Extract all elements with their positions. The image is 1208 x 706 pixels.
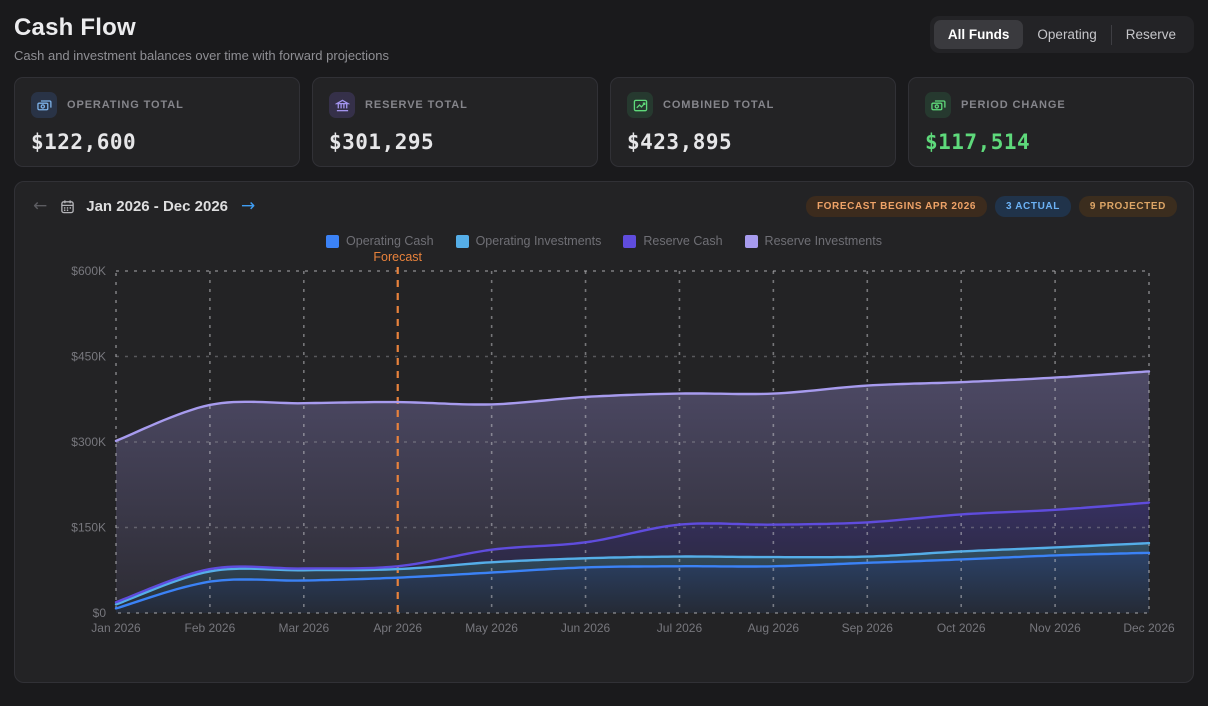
svg-text:Jan 2026: Jan 2026	[91, 621, 141, 635]
status-badges: FORECAST BEGINS APR 2026 3 ACTUAL 9 PROJ…	[805, 196, 1177, 217]
previous-period-button[interactable]: ←	[33, 196, 48, 216]
period-change-card: PERIOD CHANGE $117,514	[908, 77, 1194, 167]
next-period-button[interactable]: →	[241, 196, 256, 216]
legend-item[interactable]: Reserve Investments	[744, 233, 882, 249]
chart-area: Forecast $0 $150K $300K $450K $600K Jan 2026 Fe…	[31, 250, 1177, 654]
svg-text:$150K: $150K	[71, 521, 106, 535]
projected-count-badge: 9 PROJECTED	[1078, 196, 1177, 217]
svg-text:Jun 2026: Jun 2026	[561, 621, 611, 635]
svg-text:Feb 2026: Feb 2026	[185, 621, 236, 635]
operating-total-card: OPERATING TOTAL $122,600	[14, 77, 300, 167]
date-range-label: Jan 2026 - Dec 2026	[86, 198, 229, 215]
legend-item[interactable]: Operating Cash	[326, 233, 434, 249]
trending-up-icon	[627, 92, 653, 118]
legend-label: Reserve Cash	[643, 234, 723, 248]
page-title: Cash Flow	[14, 14, 136, 41]
legend-item[interactable]: Operating Investments	[455, 233, 602, 249]
legend-label: Reserve Investments	[764, 234, 882, 248]
cash-flow-chart-panel: ← Jan 2026 - Dec 2026 → FORECAST BEGINS …	[14, 181, 1194, 683]
stat-value: $122,600	[31, 130, 137, 154]
page-subtitle: Cash and investment balances over time w…	[14, 48, 390, 63]
svg-text:Forecast: Forecast	[373, 251, 422, 264]
fund-filter-tabs: All Funds Operating Reserve	[929, 16, 1194, 53]
stat-label: OPERATING TOTAL	[67, 99, 184, 111]
cash-flow-stacked-area-chart: Forecast $0 $150K $300K $450K $600K Jan 2026 Fe…	[71, 250, 1175, 635]
date-navigation: ← Jan 2026 - Dec 2026 →	[31, 196, 257, 217]
svg-text:Oct 2026: Oct 2026	[937, 621, 986, 635]
stat-label: COMBINED TOTAL	[663, 99, 775, 111]
svg-text:$300K: $300K	[71, 435, 106, 449]
legend-swatch	[744, 234, 758, 248]
actual-count-badge: 3 ACTUAL	[995, 196, 1071, 217]
chart-legend: Operating Cash Operating Investments Reser…	[31, 233, 1177, 249]
svg-text:Nov 2026: Nov 2026	[1029, 621, 1081, 635]
legend-label: Operating Investments	[475, 234, 602, 248]
tab-all-funds[interactable]: All Funds	[933, 20, 1024, 49]
calendar-icon	[60, 199, 75, 214]
stat-cards-row: OPERATING TOTAL $122,600 RESERVE TOTAL $…	[14, 77, 1194, 167]
page-header: Cash Flow Cash and investment balances o…	[0, 0, 1208, 63]
legend-label: Operating Cash	[346, 234, 434, 248]
stat-value: $117,514	[925, 130, 1031, 154]
svg-text:$450K: $450K	[71, 350, 106, 364]
legend-swatch	[623, 234, 637, 248]
bank-icon	[329, 92, 355, 118]
svg-text:Mar 2026: Mar 2026	[278, 621, 329, 635]
banknotes-icon	[925, 92, 951, 118]
legend-item[interactable]: Reserve Cash	[623, 233, 723, 249]
legend-swatch	[326, 234, 340, 248]
svg-text:Dec 2026: Dec 2026	[1123, 621, 1175, 635]
svg-text:Apr 2026: Apr 2026	[373, 621, 422, 635]
reserve-total-card: RESERVE TOTAL $301,295	[312, 77, 598, 167]
banknotes-icon	[31, 92, 57, 118]
svg-text:May 2026: May 2026	[465, 621, 518, 635]
stat-label: RESERVE TOTAL	[365, 99, 468, 111]
tab-operating[interactable]: Operating	[1037, 27, 1097, 42]
combined-total-card: COMBINED TOTAL $423,895	[610, 77, 896, 167]
tab-divider	[1110, 24, 1112, 45]
svg-text:Aug 2026: Aug 2026	[748, 621, 800, 635]
svg-text:$600K: $600K	[71, 264, 106, 278]
tab-reserve[interactable]: Reserve	[1125, 27, 1176, 42]
svg-text:$0: $0	[93, 606, 107, 620]
stat-label: PERIOD CHANGE	[961, 99, 1066, 111]
stat-value: $301,295	[329, 130, 435, 154]
title-block: Cash Flow Cash and investment balances o…	[14, 14, 389, 63]
legend-swatch	[455, 234, 469, 248]
svg-text:Sep 2026: Sep 2026	[842, 621, 894, 635]
svg-text:Jul 2026: Jul 2026	[657, 621, 703, 635]
stat-value: $423,895	[627, 130, 733, 154]
forecast-begins-badge: FORECAST BEGINS APR 2026	[805, 196, 988, 217]
